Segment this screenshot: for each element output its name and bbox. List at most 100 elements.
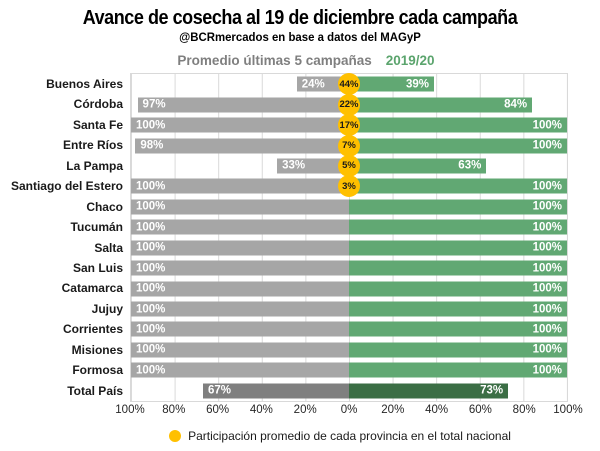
avg-bar-value: 97% xyxy=(142,98,166,111)
participation-marker: 3% xyxy=(338,175,360,198)
participation-marker: 22% xyxy=(338,93,360,116)
axis-tick-label: 40% xyxy=(425,404,449,416)
avg-bar: 100% xyxy=(131,240,349,256)
x-axis: 100% 80% 60% 40% 20% 0% 20% 40% 60% 80% 100% xyxy=(115,404,582,418)
current-bar: 100% xyxy=(349,178,567,194)
avg-bar-value: 98% xyxy=(140,139,164,152)
chart-row: 100% 100% xyxy=(131,258,567,278)
current-bar-value: 100% xyxy=(532,364,562,377)
axis-tick-label: 60% xyxy=(468,404,492,416)
category-label: Jujuy xyxy=(91,301,123,316)
current-bar: 100% xyxy=(349,342,567,358)
chart-row: 100% 100% xyxy=(131,340,567,360)
current-bar: 100% xyxy=(349,199,567,215)
participation-marker: 17% xyxy=(338,114,360,137)
axis-tick-label: 40% xyxy=(249,404,273,416)
current-bar-value: 100% xyxy=(532,303,562,316)
chart-title: Avance de cosecha al 19 de diciembre cad… xyxy=(82,7,518,29)
avg-bar-value: 67% xyxy=(207,384,231,397)
current-bar-value: 39% xyxy=(405,78,430,91)
current-bar: 84% xyxy=(349,97,533,113)
participation-legend-label: Participación promedio de cada provincia… xyxy=(188,429,511,443)
axis-tick-label: 100% xyxy=(553,404,583,416)
axis-tick-label: 80% xyxy=(512,404,536,416)
category-labels-column: Buenos Aires Córdoba Santa Fe Entre Ríos La … xyxy=(0,73,130,402)
avg-bar: 97% xyxy=(137,97,349,113)
chart-row: 98% 100% 7% xyxy=(131,134,567,157)
series-legend: Promedio últimas 5 campañas 2019/20 xyxy=(0,53,600,68)
category-label: Misiones xyxy=(71,342,123,357)
current-bar: 39% xyxy=(349,76,435,92)
chart-row: 100% 100% 17% xyxy=(131,114,567,137)
avg-bar-value: 100% xyxy=(136,262,166,275)
current-bar-value: 100% xyxy=(532,241,562,254)
chart-subtitle: @BCRmercados en base a datos del MAGyP xyxy=(179,30,421,44)
current-bar: 100% xyxy=(349,362,567,378)
axis-tick-label: 60% xyxy=(206,404,230,416)
avg-bar: 100% xyxy=(131,321,349,337)
category-label: Santa Fe xyxy=(72,117,123,132)
avg-bar: 24% xyxy=(296,76,349,92)
category-label: Catamarca xyxy=(61,281,123,296)
avg-bar: 100% xyxy=(131,362,349,378)
avg-bar: 100% xyxy=(131,260,349,276)
category-label: Entre Ríos xyxy=(62,138,123,153)
avg-bar: 100% xyxy=(131,342,349,358)
current-bar-value: 100% xyxy=(532,262,562,275)
avg-bar-value: 24% xyxy=(301,78,325,91)
current-bar-value: 100% xyxy=(532,221,562,234)
current-bar: 63% xyxy=(349,158,487,174)
chart-row: 100% 100% xyxy=(131,238,567,258)
participation-marker: 44% xyxy=(338,73,360,96)
category-label: Formosa xyxy=(72,363,123,378)
axis-tick-label: 0% xyxy=(340,404,358,416)
current-bar-value: 100% xyxy=(532,200,562,213)
current-bar: 100% xyxy=(349,301,567,317)
avg-bar: 100% xyxy=(131,281,349,297)
current-bar-value: 100% xyxy=(532,343,562,356)
current-bar-value: 73% xyxy=(480,384,504,397)
current-bar-value: 63% xyxy=(458,159,482,172)
avg-bar: 33% xyxy=(277,158,349,174)
avg-bar: 100% xyxy=(131,178,349,194)
current-bar-value: 84% xyxy=(504,98,528,111)
axis-tick-label: 100% xyxy=(115,404,145,416)
chart-row: 100% 100% xyxy=(131,299,567,319)
category-label: Tucumán xyxy=(70,220,123,235)
category-label: Chaco xyxy=(86,199,123,214)
avg-bar-value: 100% xyxy=(136,343,166,356)
current-bar-value: 100% xyxy=(532,119,562,132)
axis-tick-label: 20% xyxy=(293,404,317,416)
avg-bar-value: 100% xyxy=(136,303,166,316)
category-label: San Luis xyxy=(72,260,123,275)
chart-row: 100% 100% xyxy=(131,360,567,380)
current-bar: 100% xyxy=(349,260,567,276)
current-bar-value: 100% xyxy=(532,139,562,152)
participation-dot-icon xyxy=(169,430,182,442)
current-bar: 100% xyxy=(349,117,567,133)
category-label: Buenos Aires xyxy=(46,77,123,91)
chart-row: 100% 100% 3% xyxy=(131,175,567,198)
avg-bar-value: 100% xyxy=(136,221,166,234)
category-label: Corrientes xyxy=(62,322,123,337)
category-label: Salta xyxy=(94,240,123,255)
category-label: La Pampa xyxy=(66,158,123,173)
current-bar-value: 100% xyxy=(532,282,562,295)
avg-bar-value: 100% xyxy=(136,364,166,377)
current-bar: 73% xyxy=(349,383,509,399)
chart-row: 100% 100% xyxy=(131,278,567,298)
chart-row: 24% 39% 44% xyxy=(131,73,567,96)
chart-row: 33% 63% 5% xyxy=(131,154,567,177)
chart-row: 100% 100% xyxy=(131,197,567,217)
avg-bar: 67% xyxy=(202,383,349,399)
avg-bar-value: 100% xyxy=(136,180,166,193)
current-bar-value: 100% xyxy=(532,180,562,193)
avg-bar: 98% xyxy=(135,138,349,154)
chart-row: 100% 100% xyxy=(131,217,567,237)
chart-row: 100% 100% xyxy=(131,319,567,339)
current-bar-value: 100% xyxy=(532,323,562,336)
axis-tick-label: 80% xyxy=(162,404,186,416)
avg-bar-value: 100% xyxy=(136,119,166,132)
participation-marker: 7% xyxy=(338,134,360,157)
